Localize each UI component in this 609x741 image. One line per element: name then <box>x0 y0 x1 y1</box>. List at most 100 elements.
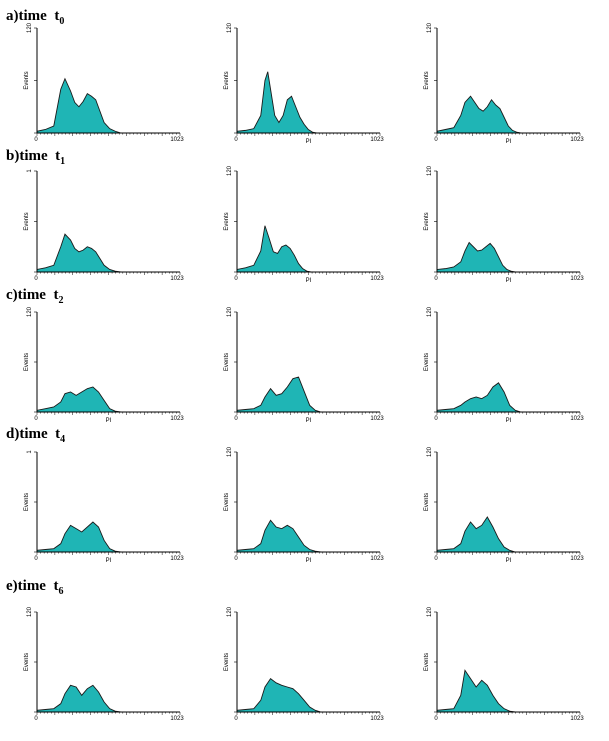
panel-d1-x-tick-label-0: 0 <box>34 556 38 562</box>
panel-e1: 0 1023 120 Events <box>24 606 184 722</box>
panel-e3-x-tick-label-0: 0 <box>434 716 438 722</box>
panel-b1-area <box>36 233 180 273</box>
row-label-e-prefix: e)time <box>6 578 46 594</box>
panel-c1-y-label: Events <box>24 353 30 371</box>
row-label-c-sub: 2 <box>58 295 64 306</box>
panel-a2-y-label: Events <box>224 71 230 89</box>
panel-b1-y-max-label: 1 <box>27 169 33 173</box>
panel-d3-x-tick-label-0: 0 <box>434 556 438 562</box>
panel-a3: 0 1023 120 Events PI <box>424 22 584 145</box>
panel-d3-area <box>436 516 580 553</box>
panel-d1-x-label: PI <box>106 558 112 564</box>
panel-b3-y-max-label: 120 <box>427 165 433 176</box>
row-label-a-sub: 0 <box>59 16 65 27</box>
panel-d2-x-tick-label-1023: 1023 <box>370 556 384 562</box>
panel-d2-area <box>236 519 380 553</box>
panel-c1-x-label: PI <box>106 418 112 424</box>
panel-e2-y-label: Events <box>224 653 230 671</box>
panel-b2-y-max-label: 120 <box>227 165 233 176</box>
panel-a2-area <box>236 71 380 134</box>
row-label-a: a)time t0 <box>6 8 64 27</box>
row-label-b-prefix: b)time <box>6 148 48 164</box>
panel-c3-x-tick-label-0: 0 <box>434 416 438 422</box>
row-label-b-sub: 1 <box>60 156 66 167</box>
panel-b3-x-tick-label-1023: 1023 <box>570 276 584 282</box>
panel-e1-x-tick-label-0: 0 <box>34 716 38 722</box>
panel-e1-x-tick-label-1023: 1023 <box>170 716 184 722</box>
panel-d2-x-label: PI <box>306 558 312 564</box>
panel-b2-x-label: PI <box>306 278 312 284</box>
panel-a3-x-tick-label-1023: 1023 <box>570 137 584 143</box>
panel-d1-y-max-label: 1 <box>27 450 33 454</box>
panel-c1-x-tick-label-1023: 1023 <box>170 416 184 422</box>
panel-d2-y-max-label: 120 <box>227 446 233 457</box>
panel-c2-area <box>236 376 380 413</box>
row-label-a-t: t <box>54 8 60 24</box>
panel-e3-x-tick-label-1023: 1023 <box>570 716 584 722</box>
panel-a2-x-tick-label-0: 0 <box>234 137 238 143</box>
panel-d3-x-tick-label-1023: 1023 <box>570 556 584 562</box>
panel-e3-y-label: Events <box>424 653 430 671</box>
row-label-d-sub: 4 <box>60 434 66 445</box>
panel-e1-area <box>36 684 180 713</box>
panel-d2: 0 1023 120 Events PI <box>224 446 384 564</box>
row-label-e-t: t <box>53 578 59 594</box>
panel-a1-x-tick-label-1023: 1023 <box>170 137 184 143</box>
panel-e1-y-max-label: 120 <box>27 606 33 617</box>
panel-e2-x-tick-label-0: 0 <box>234 716 238 722</box>
panel-e3-y-max-label: 120 <box>427 606 433 617</box>
panel-c3-area <box>436 382 580 413</box>
panel-a3-area <box>436 95 580 134</box>
panel-b3-y-label: Events <box>424 212 430 230</box>
panel-d2-x-tick-label-0: 0 <box>234 556 238 562</box>
panel-d1-area <box>36 521 180 553</box>
panel-a1: 0 1023 120 Events <box>24 22 184 143</box>
panel-b2-x-tick-label-1023: 1023 <box>370 276 384 282</box>
panel-d3-x-label: PI <box>506 558 512 564</box>
panel-d3-y-label: Events <box>424 493 430 511</box>
panel-a3-x-tick-label-0: 0 <box>434 137 438 143</box>
panel-c2-x-tick-label-1023: 1023 <box>370 416 384 422</box>
panel-d2-y-label: Events <box>224 493 230 511</box>
panel-b2-x-tick-label-0: 0 <box>234 276 238 282</box>
panel-b2-y-label: Events <box>224 212 230 230</box>
row-label-b-t: t <box>55 148 61 164</box>
panel-a1-x-tick-label-0: 0 <box>34 137 38 143</box>
row-label-a-prefix: a)time <box>6 8 47 24</box>
panel-a1-y-label: Events <box>24 71 30 89</box>
panel-e2-area <box>236 678 380 713</box>
panel-e1-y-label: Events <box>24 653 30 671</box>
panel-b1-x-tick-label-1023: 1023 <box>170 276 184 282</box>
panel-b3-area <box>436 241 580 273</box>
row-label-e-sub: 6 <box>58 586 64 597</box>
panel-c2-x-label: PI <box>306 418 312 424</box>
panel-b1: 0 1023 1 Events <box>24 169 184 282</box>
panel-c2-x-tick-label-0: 0 <box>234 416 238 422</box>
panel-c3-x-label: PI <box>506 418 512 424</box>
panel-d1-x-tick-label-1023: 1023 <box>170 556 184 562</box>
panel-e2: 0 1023 120 Events <box>224 606 384 722</box>
panel-b2: 0 1023 120 Events PI <box>224 165 384 284</box>
panel-a2: 0 1023 120 Events PI <box>224 22 384 145</box>
row-label-d-prefix: d)time <box>6 426 48 442</box>
row-label-c-prefix: c)time <box>6 287 46 303</box>
panel-c1-area <box>36 386 180 413</box>
panel-c1: 0 1023 120 Events PI <box>24 306 184 424</box>
panel-a3-y-max-label: 120 <box>427 22 433 33</box>
row-label-c-t: t <box>53 287 59 303</box>
panel-d1-y-label: Events <box>24 493 30 511</box>
panel-c3-x-tick-label-1023: 1023 <box>570 416 584 422</box>
panel-c1-x-tick-label-0: 0 <box>34 416 38 422</box>
row-label-b: b)time t1 <box>6 148 65 167</box>
panel-c3-y-label: Events <box>424 353 430 371</box>
panel-c3-y-max-label: 120 <box>427 306 433 317</box>
row-label-e: e)time t6 <box>6 578 63 597</box>
panel-c1-y-max-label: 120 <box>27 306 33 317</box>
panel-a3-y-label: Events <box>424 71 430 89</box>
panel-b2-area <box>236 225 380 273</box>
row-label-d-t: t <box>55 426 61 442</box>
panel-a1-area <box>36 77 180 134</box>
panel-e3: 0 1023 120 Events <box>424 606 584 722</box>
panel-c2-y-label: Events <box>224 353 230 371</box>
